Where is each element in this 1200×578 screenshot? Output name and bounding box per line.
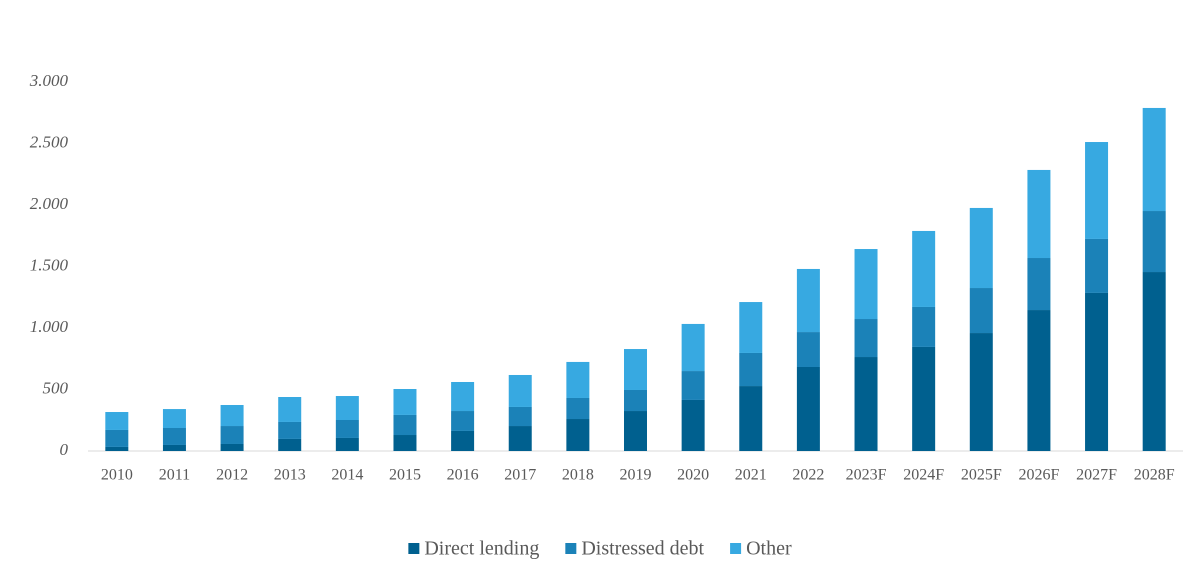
bar-segment (969, 333, 993, 451)
bar-segment (624, 389, 647, 412)
legend-swatch (730, 543, 742, 554)
bar-segment (912, 346, 936, 451)
bar-segment (624, 349, 647, 390)
bar-segment (278, 438, 302, 451)
x-tick-label: 2011 (159, 467, 190, 484)
bar-segment (393, 435, 417, 451)
y-tick-label: 0 (60, 440, 69, 459)
bar-segment (969, 207, 993, 289)
bar-segment (162, 444, 186, 451)
bar-segment (278, 421, 302, 439)
bar-segment (1142, 107, 1166, 212)
bar-segment (335, 437, 359, 451)
bar-segment (796, 332, 820, 367)
bar-segment (624, 411, 647, 451)
x-tick-label: 2026F (1018, 467, 1059, 484)
bar-segment (912, 306, 936, 347)
bar-segment (508, 406, 532, 427)
x-tick-label: 2023F (846, 467, 887, 484)
x-tick-label: 2028F (1134, 467, 1175, 484)
y-tick-label: 2.500 (30, 132, 69, 151)
bar-segment (451, 381, 475, 412)
y-tick-label: 500 (43, 378, 69, 397)
bar-segment (105, 446, 129, 451)
x-tick-label: 2013 (274, 467, 306, 484)
bar-segment (220, 404, 244, 427)
bar-segment (220, 443, 244, 451)
bar-segment (1085, 142, 1109, 239)
x-tick-label: 2025F (961, 467, 1002, 484)
bar-segment (1085, 238, 1109, 293)
x-tick-label: 2027F (1076, 467, 1117, 484)
bar-segment (105, 429, 129, 447)
x-tick-label: 2014 (331, 467, 363, 484)
bar-segment (105, 412, 129, 430)
y-tick-label: 2.000 (30, 194, 69, 213)
x-tick-label: 2017 (504, 467, 536, 484)
bar-segment (335, 396, 359, 421)
legend-swatch (565, 543, 577, 554)
bar-segment (508, 426, 532, 451)
bar-segment (1027, 310, 1051, 451)
bar-segment (1085, 292, 1109, 451)
x-tick-label: 2010 (101, 467, 133, 484)
legend-swatch (408, 543, 420, 554)
y-tick-label: 1.000 (30, 317, 69, 336)
bar-segment (1027, 258, 1051, 311)
bar-segment (451, 411, 475, 431)
bar-segment (566, 419, 590, 451)
legend-label: Direct lending (424, 538, 539, 560)
bar-segment (969, 288, 993, 334)
bar-segment (912, 230, 936, 307)
x-tick-label: 2019 (620, 467, 652, 484)
y-tick-label: 3.000 (29, 71, 69, 90)
bar-segment (1027, 169, 1051, 259)
bar-segment (854, 319, 878, 358)
bar-segment (162, 427, 186, 445)
x-tick-label: 2015 (389, 467, 421, 484)
x-tick-label: 2021 (735, 467, 767, 484)
bar-segment (739, 302, 763, 353)
legend-label: Other (746, 538, 792, 560)
y-tick-label: 1.500 (30, 255, 69, 274)
bar-segment (681, 323, 705, 372)
bar-segment (1142, 211, 1166, 273)
bar-segment (796, 268, 820, 333)
x-tick-label: 2016 (447, 467, 479, 484)
bar-segment (796, 366, 820, 451)
bar-segment (335, 420, 359, 438)
bar-segment (162, 409, 186, 428)
bar-segment (854, 249, 878, 320)
bar-segment (1142, 272, 1166, 451)
bar-segment (739, 386, 763, 451)
x-tick-label: 2024F (903, 467, 944, 484)
bar-segment (681, 371, 705, 400)
bar-segment (278, 397, 302, 422)
x-tick-label: 2018 (562, 467, 594, 484)
bar-segment (854, 357, 878, 451)
bar-segment (566, 397, 590, 420)
x-tick-label: 2022 (792, 467, 824, 484)
x-tick-label: 2012 (216, 467, 248, 484)
bar-segment (451, 430, 475, 451)
bar-segment (681, 399, 705, 451)
bar-segment (393, 389, 417, 415)
bar-segment (220, 426, 244, 444)
bar-segment (566, 361, 590, 398)
bar-segment (393, 414, 417, 436)
bar-segment (739, 352, 763, 387)
legend-label: Distressed debt (581, 538, 704, 560)
bar-segment (508, 374, 532, 407)
x-tick-label: 2020 (677, 467, 709, 484)
